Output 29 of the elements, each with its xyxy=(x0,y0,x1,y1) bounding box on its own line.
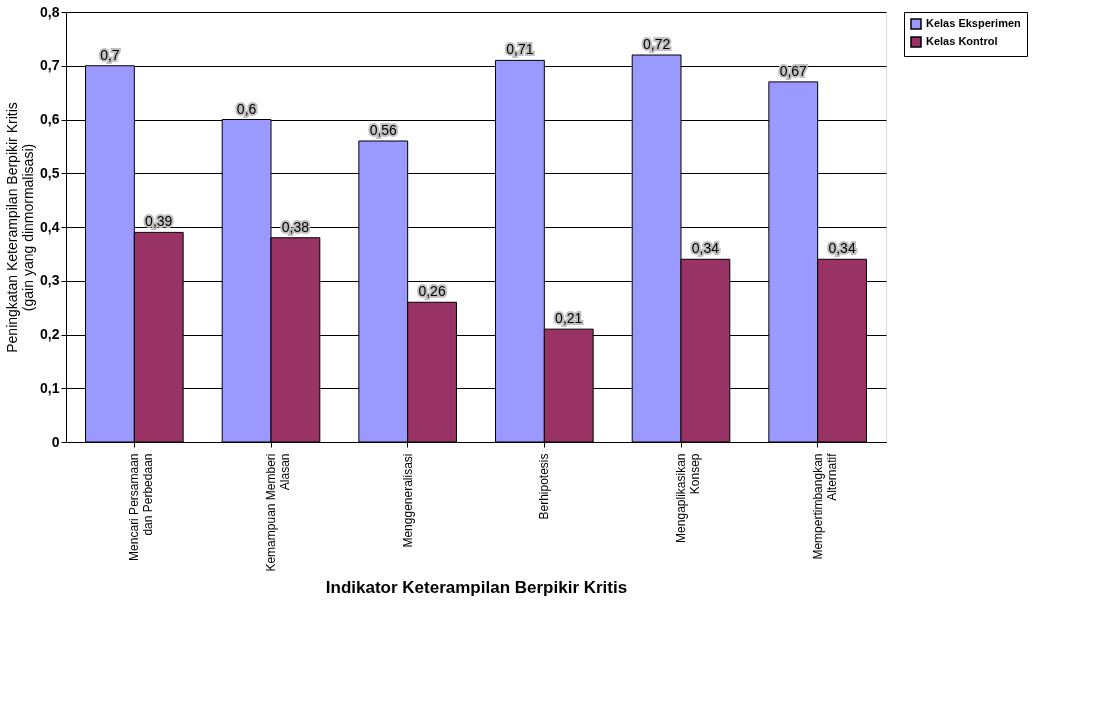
y-tick-label: 0,1 xyxy=(40,379,60,396)
x-axis-title: Indikator Keterampilan Berpikir Kritis xyxy=(325,577,628,597)
data-label: 0,56 xyxy=(369,122,398,138)
y-tick-label: 0,8 xyxy=(40,3,60,20)
y-tick-label: 0,3 xyxy=(40,272,60,289)
y-tick-label: 0,5 xyxy=(40,164,60,181)
x-tick-label: Mengaplikasikan Konsep xyxy=(674,453,702,543)
data-label: 0,26 xyxy=(418,283,446,300)
y-tick-label: 0 xyxy=(51,433,60,450)
data-label: 0,39 xyxy=(145,213,173,230)
data-label: 0,21 xyxy=(555,310,583,327)
legend-label: Kelas Kontrol xyxy=(926,35,998,47)
y-tick-label: 0,6 xyxy=(40,111,60,127)
x-tick-label: Berhipotesis xyxy=(537,453,552,520)
legend-label: Kelas Eksperimen xyxy=(926,17,1022,29)
y-tick-label: 0,2 xyxy=(40,326,60,342)
data-label: 0,71 xyxy=(506,41,534,58)
data-label: 0,6 xyxy=(236,100,257,117)
x-tick-label: Mempertimbangkan Alternatif xyxy=(810,452,839,560)
x-tick-label: Mencari Persamaan dan Perbedaan xyxy=(127,453,156,561)
data-label: 0,72 xyxy=(642,36,671,52)
y-axis-title: Peningkatan Keterampilan Berpikir Kritis (gain yang dinmormalisasi) xyxy=(4,102,37,353)
data-label: 0,7 xyxy=(100,46,120,63)
y-tick-label: 0,7 xyxy=(40,57,60,74)
data-label: 0,34 xyxy=(691,240,720,257)
data-label: 0,34 xyxy=(828,240,856,257)
x-tick-label: Kemampuan Memberi Alasan xyxy=(264,453,292,572)
x-tick-label: Menggeneralisasi xyxy=(400,453,415,548)
y-tick-label: 0,4 xyxy=(40,218,60,235)
